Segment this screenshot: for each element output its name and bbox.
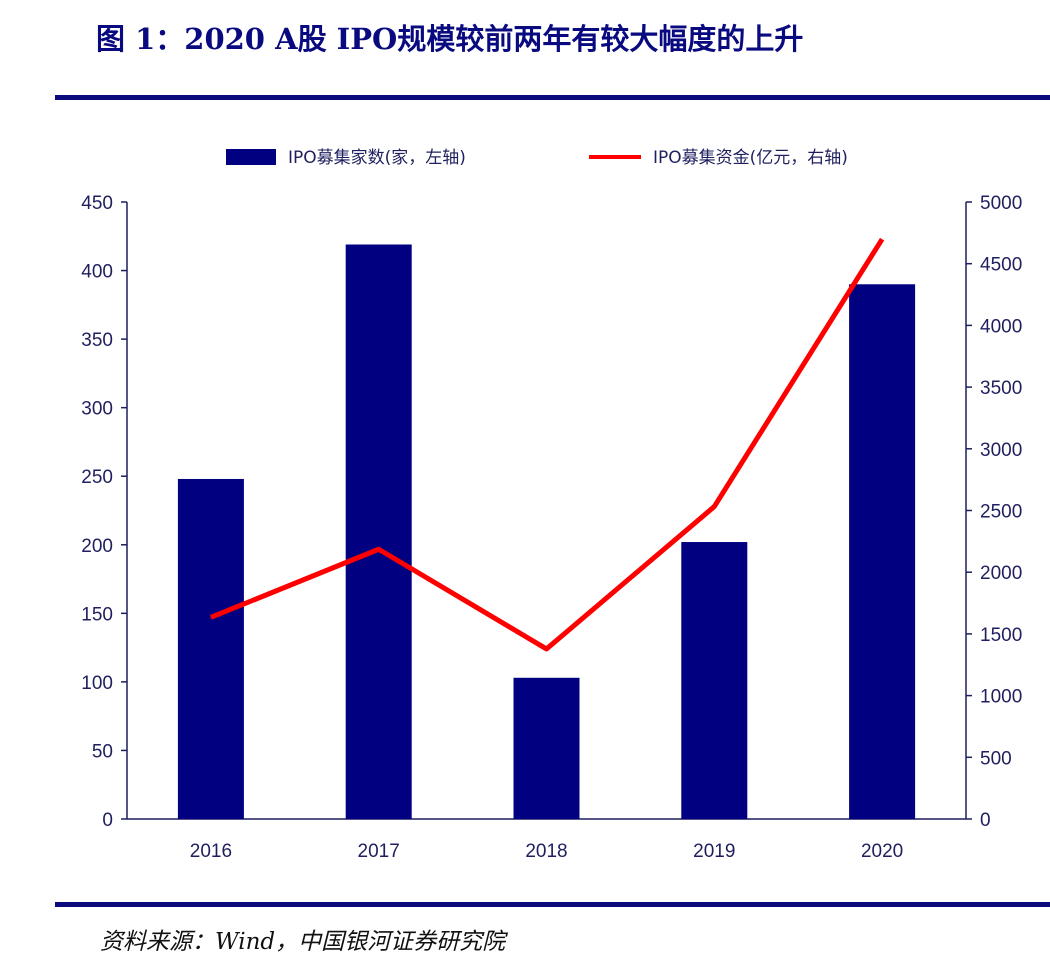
bar-2019 [681, 542, 748, 819]
y-right-tick-label: 2500 [980, 502, 1022, 523]
legend-bar-label: IPO募集家数(家，左轴) [288, 148, 466, 168]
y-right-tick-label: 500 [980, 748, 1012, 769]
x-tick-label: 2016 [190, 841, 232, 862]
y-right-tick-label: 0 [980, 810, 991, 831]
y-left-tick-label: 200 [81, 536, 113, 557]
bar-2020 [849, 284, 916, 819]
y-right-tick-label: 3500 [980, 378, 1022, 399]
x-tick-label: 2017 [358, 841, 400, 862]
combo-chart: IPO募集家数(家，左轴) IPO募集资金(亿元，右轴) 0 50 100 150 20… [81, 148, 1022, 862]
axes: 0501001502002503003504004500500100015002… [81, 193, 1022, 831]
legend: IPO募集家数(家，左轴) IPO募集资金(亿元，右轴) [226, 148, 848, 168]
y-right-tick-label: 3000 [980, 440, 1022, 461]
top-divider [55, 95, 1050, 100]
line-series [209, 237, 885, 652]
legend-line-label: IPO募集资金(亿元，右轴) [653, 148, 848, 168]
y-right-tick-label: 4000 [980, 316, 1022, 337]
x-tick-label: 2020 [861, 841, 903, 862]
y-right-tick-label: 5000 [980, 193, 1022, 214]
bar-2016 [177, 478, 244, 819]
y-left-tick-label: 0 [102, 810, 113, 831]
bottom-divider [55, 902, 1050, 907]
y-left-tick-label: 100 [81, 673, 113, 694]
bar-2017 [345, 244, 412, 819]
y-left-tick-label: 50 [92, 741, 113, 762]
y-left-tick-label: 450 [81, 193, 113, 214]
y-left-tick-label: 300 [81, 399, 113, 420]
y-left-tick-label: 400 [81, 262, 113, 283]
y-left-tick-label: 350 [81, 330, 113, 351]
y-right-tick-label: 1500 [980, 625, 1022, 646]
y-left-tick-label: 150 [81, 604, 113, 625]
chart-title: 图 1：2020 A股 IPO规模较前两年有较大幅度的上升 [96, 22, 804, 56]
x-axis-labels: 2016 2017 2018 2019 2020 [190, 841, 903, 862]
source-note: 资料来源：Wind，中国银河证券研究院 [100, 929, 506, 955]
y-left-tick-label: 250 [81, 467, 113, 488]
x-tick-label: 2019 [693, 841, 735, 862]
bar-2018 [513, 677, 580, 819]
y-right-tick-label: 2000 [980, 563, 1022, 584]
y-right-tick-label: 4500 [980, 255, 1022, 276]
x-tick-label: 2018 [525, 841, 567, 862]
y-right-tick-label: 1000 [980, 687, 1022, 708]
bar-series [177, 244, 916, 819]
line-path [209, 237, 885, 652]
legend-bar-swatch [226, 149, 276, 165]
